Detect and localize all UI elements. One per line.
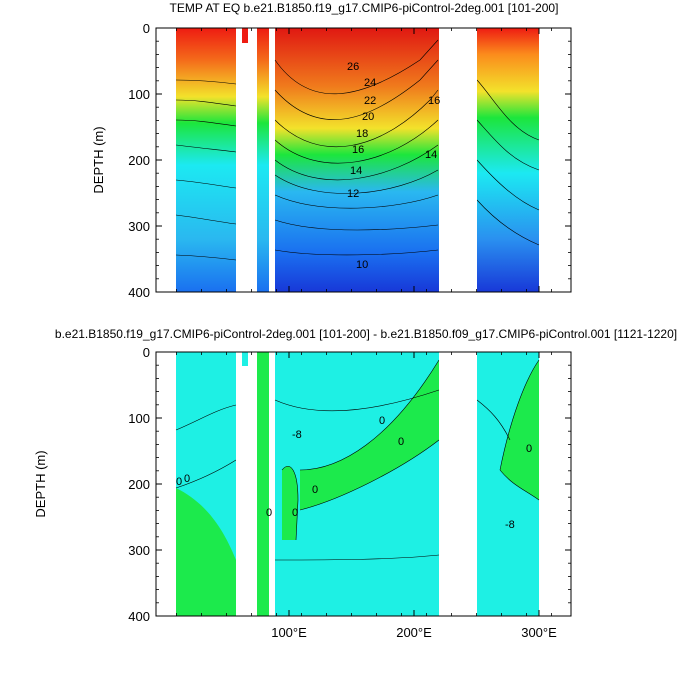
top-fill-west — [176, 28, 236, 292]
top-contour-labels: 26 24 22 20 18 16 14 12 10 16 14 — [347, 61, 440, 271]
top-fill-strip — [257, 28, 269, 292]
bottom-land-gap-1 — [236, 352, 242, 616]
bottom-contours — [175, 359, 540, 561]
contour-label: -8 — [505, 519, 515, 531]
top-red-marker — [242, 28, 248, 43]
contour-label: 0 — [526, 443, 532, 455]
x-tick-label: 100°E — [271, 625, 307, 640]
y-tick-label: 300 — [128, 219, 150, 234]
contour-label: 26 — [347, 61, 359, 73]
bottom-contour-labels: 0 0 -8 0 0 0 0 0 -8 0 — [176, 415, 532, 531]
contour-label: 12 — [347, 188, 359, 200]
y-tick-label: 100 — [128, 87, 150, 102]
contour-label: 0 — [184, 473, 190, 485]
contour-label: 20 — [362, 111, 374, 123]
bottom-fill-east-green — [500, 360, 539, 500]
bottom-y-axis-label: DEPTH (m) — [33, 450, 48, 517]
bottom-fill-strip — [257, 352, 269, 616]
y-tick-label: 400 — [128, 285, 150, 300]
bottom-fill-cyan-upper — [176, 352, 236, 560]
bottom-title: b.e21.B1850.f19_g17.CMIP6-piControl-2deg… — [55, 327, 677, 341]
x-tick-label: 200°E — [396, 625, 432, 640]
top-land-gap-4 — [439, 28, 477, 292]
contour-label: 0 — [312, 484, 318, 496]
y-tick-label: 200 — [128, 153, 150, 168]
top-land-gap-1 — [236, 28, 242, 292]
y-tick-label: 0 — [143, 21, 150, 36]
bottom-fill-green-patch — [282, 466, 298, 540]
x-tick-label: 300°E — [521, 625, 557, 640]
top-contours — [175, 39, 540, 261]
y-tick-label: 400 — [128, 609, 150, 624]
contour-label: 0 — [266, 507, 272, 519]
top-y-axis: 0 100 200 300 400 — [128, 21, 571, 300]
bottom-land-gap-2 — [248, 352, 257, 616]
top-land-gap-3 — [269, 110, 275, 292]
top-y-axis-label: DEPTH (m) — [91, 126, 106, 193]
top-fill-central — [275, 28, 439, 292]
bottom-cyan-marker — [242, 352, 248, 366]
contour-label: 22 — [364, 95, 376, 107]
difference-panel: b.e21.B1850.f19_g17.CMIP6-piControl-2deg… — [33, 327, 677, 640]
contour-label: 0 — [292, 507, 298, 519]
top-fill-east — [477, 28, 539, 292]
bottom-fill-green-tongue — [300, 360, 439, 510]
top-land-gap-2 — [248, 28, 257, 292]
contour-label: -8 — [292, 429, 302, 441]
contour-label: 10 — [356, 259, 368, 271]
temperature-panel: TEMP AT EQ b.e21.B1850.f19_g17.CMIP6-piC… — [91, 1, 572, 300]
y-tick-label: 200 — [128, 477, 150, 492]
contour-label: 0 — [176, 476, 182, 488]
y-tick-label: 300 — [128, 543, 150, 558]
top-x-ticks — [176, 28, 552, 292]
contour-label: 0 — [398, 436, 404, 448]
contour-label: 14 — [350, 165, 362, 177]
y-tick-label: 100 — [128, 411, 150, 426]
y-tick-label: 0 — [143, 345, 150, 360]
contour-label: 24 — [364, 77, 376, 89]
bottom-x-axis: 100°E 200°E 300°E — [176, 352, 557, 640]
contour-label: 0 — [379, 415, 385, 427]
contour-label: 16 — [428, 95, 440, 107]
top-title: TEMP AT EQ b.e21.B1850.f19_g17.CMIP6-piC… — [170, 1, 559, 15]
bottom-land-gap-4 — [439, 352, 477, 616]
bottom-y-axis: 0 100 200 300 400 — [128, 345, 571, 624]
bottom-land-gap-3 — [269, 430, 275, 616]
contour-label: 14 — [425, 149, 437, 161]
contour-label: 18 — [356, 128, 368, 140]
contour-label: 16 — [352, 144, 364, 156]
